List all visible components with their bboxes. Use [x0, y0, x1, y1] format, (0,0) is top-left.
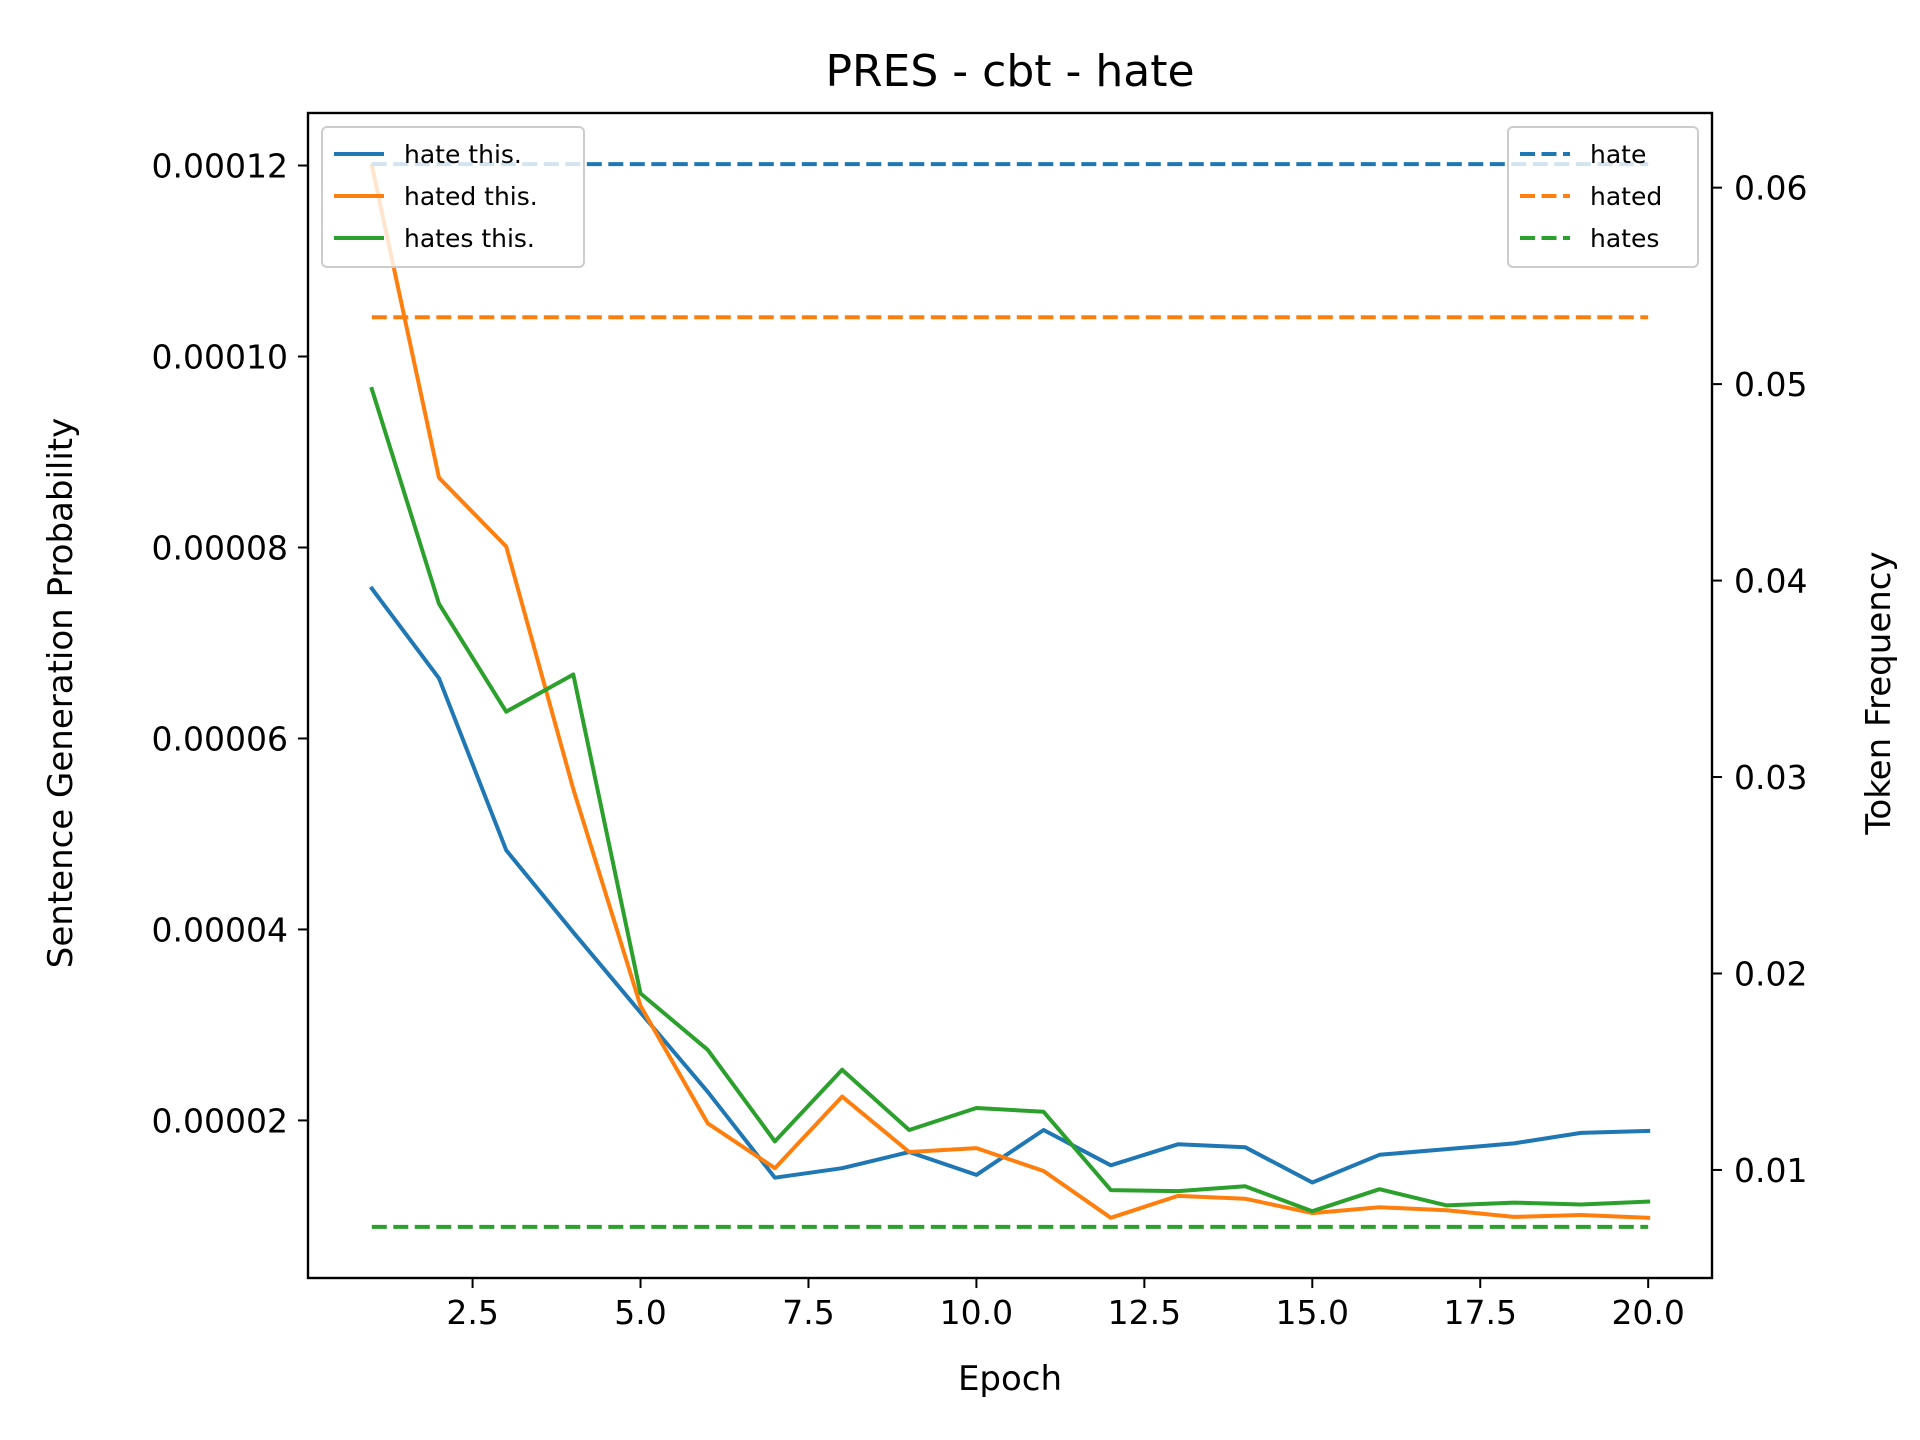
x-tick-label: 20.0 [1611, 1293, 1684, 1332]
y2-axis-label: Token Frequency [1859, 551, 1899, 835]
legend-label: hated this. [404, 182, 538, 211]
legend-label: hates this. [404, 224, 535, 253]
x-axis-label: Epoch [958, 1359, 1062, 1399]
y2-tick-label: 0.05 [1734, 365, 1807, 404]
series-line-0 [369, 585, 1651, 1185]
x-tick-label: 17.5 [1443, 1293, 1516, 1332]
y-tick-label: 0.00002 [152, 1101, 288, 1140]
plot-frame [306, 111, 1714, 1280]
y2-tick-label: 0.03 [1734, 758, 1807, 797]
y-tick-label: 0.00006 [152, 719, 288, 758]
legend-right: hate hated hates [1507, 126, 1699, 268]
y2-tick-label: 0.02 [1734, 954, 1807, 993]
y2-tick-label: 0.04 [1734, 562, 1807, 601]
legend-label: hates [1590, 224, 1659, 253]
series-line-1 [369, 163, 1651, 1220]
legend-box [321, 126, 585, 268]
x-tick-label: 10.0 [940, 1293, 1013, 1332]
legend-label: hated [1590, 182, 1662, 211]
legend-label: hate [1590, 140, 1646, 169]
y2-tick-label: 0.06 [1734, 169, 1807, 208]
legend-left: hate this. hated this. hates this. [321, 126, 585, 268]
y2-tick-label: 0.01 [1734, 1151, 1807, 1190]
x-tick-label: 5.0 [614, 1293, 666, 1332]
x-tick-label: 15.0 [1276, 1293, 1349, 1332]
y-tick-label: 0.00012 [152, 147, 288, 186]
legend-label: hate this. [404, 140, 522, 169]
y-axis-label: Sentence Generation Probability [41, 418, 81, 968]
axes-layer: 2.5 5.0 7.5 10.0 12.5 15.0 17.5 20.0 0.00002 0.00… [152, 111, 1807, 1332]
x-tick-label: 7.5 [782, 1293, 834, 1332]
x-tick-label: 2.5 [446, 1293, 498, 1332]
x-tick-label: 12.5 [1108, 1293, 1181, 1332]
chart-title: PRES - cbt - hate [825, 46, 1194, 97]
series-layer [369, 162, 1651, 1229]
series-line-2 [369, 386, 1651, 1214]
y-tick-label: 0.00004 [152, 910, 288, 949]
y-tick-label: 0.00010 [152, 338, 288, 377]
legend-layer: hate this.hated this.hates this.hatehate… [321, 126, 1699, 268]
y-tick-label: 0.00008 [152, 528, 288, 567]
legend-box [1507, 126, 1699, 268]
